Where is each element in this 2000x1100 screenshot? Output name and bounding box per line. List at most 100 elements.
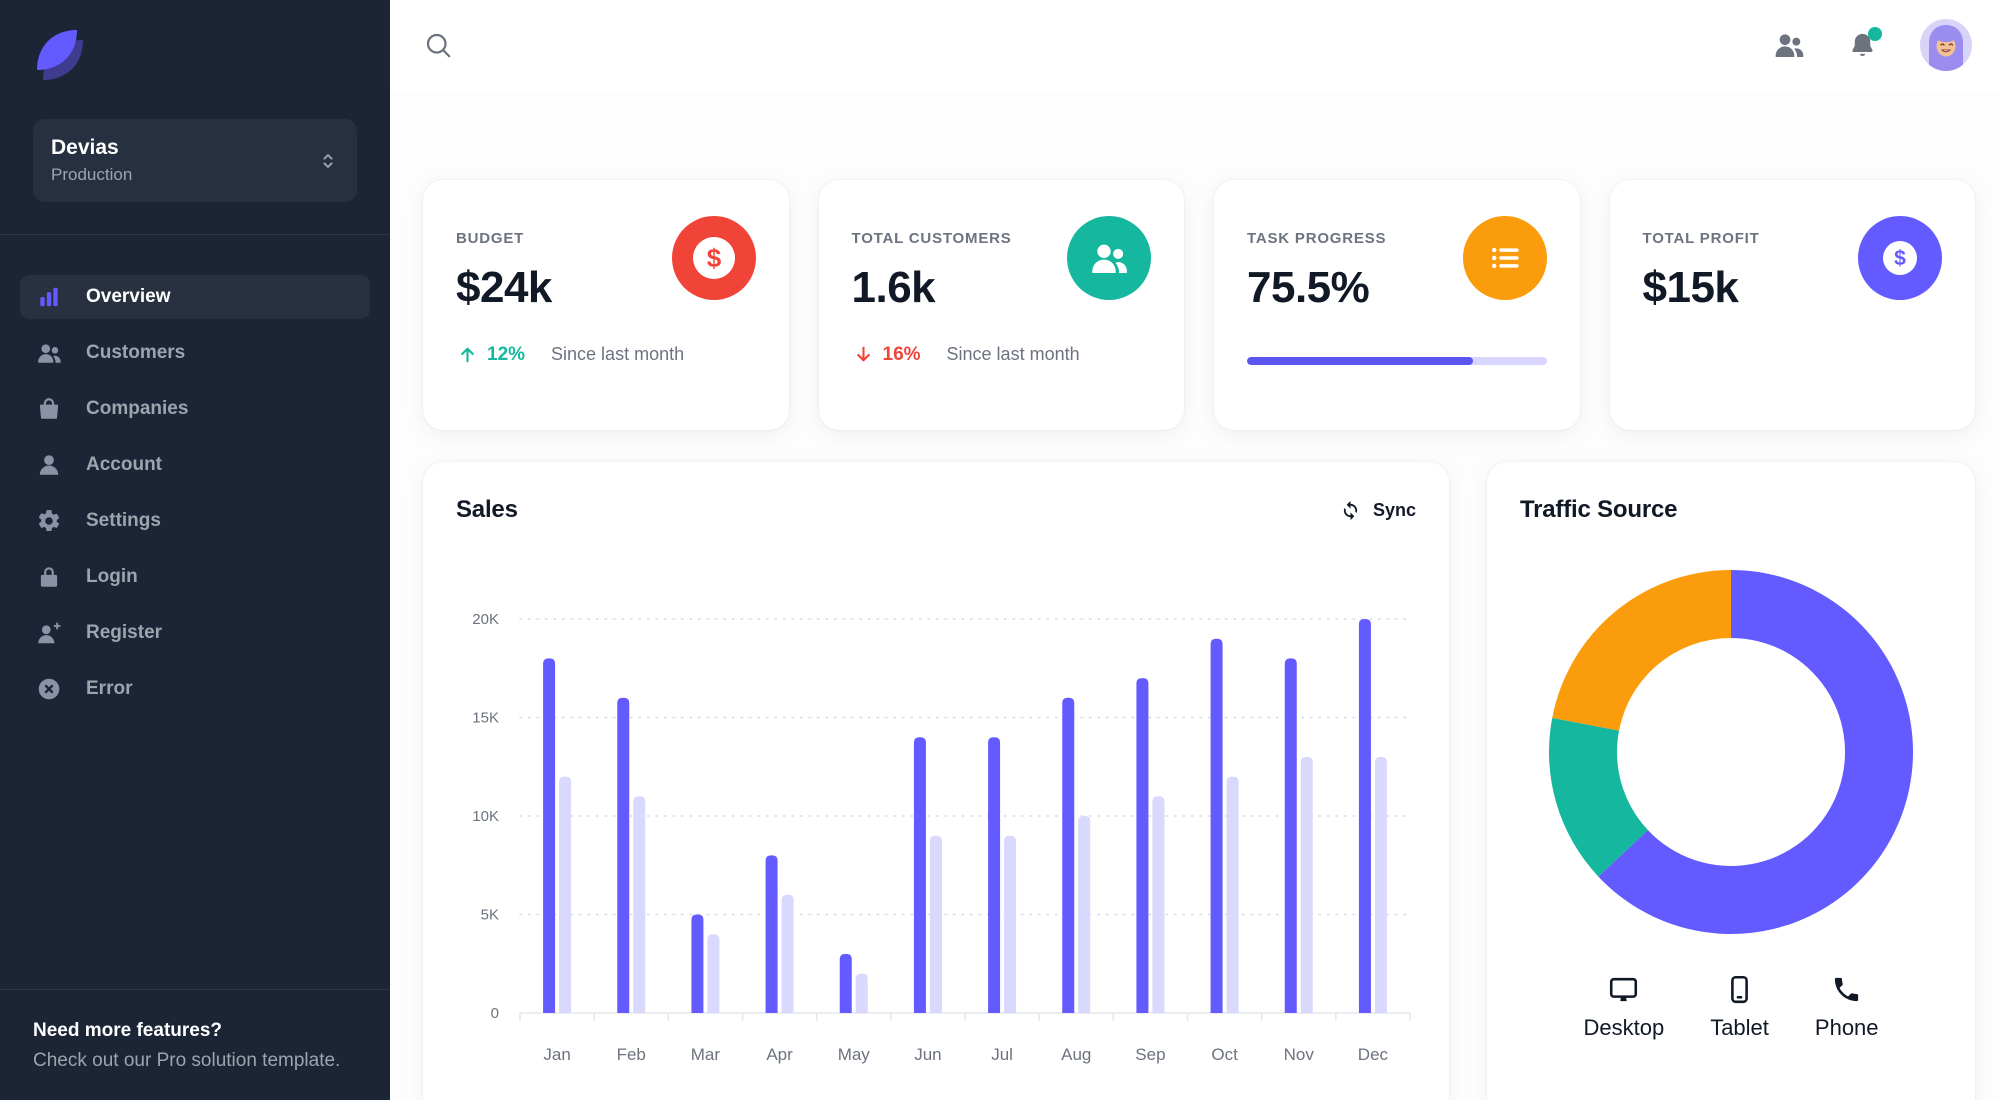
total-customers-card: TOTAL CUSTOMERS 1.6k 16% Since last mont…: [818, 180, 1184, 430]
sales-card: Sales Sync 0 5K 10K 15K 20K Jan Feb Mar Apr May Ju…: [423, 462, 1449, 1100]
device-tablet: Tablet: [1710, 974, 1769, 1041]
dollar-icon: $: [1883, 241, 1917, 275]
total-profit-card: TOTAL PROFIT $15k $: [1609, 180, 1975, 430]
sidebar-item-label: Account: [86, 454, 162, 475]
sidebar-divider: [0, 234, 390, 235]
sidebar-item-label: Companies: [86, 398, 189, 419]
sidebar-item-register[interactable]: Register: [20, 611, 370, 655]
shopping-bag-icon: [36, 396, 62, 422]
sales-bar-chart: 0 5K 10K 15K 20K Jan Feb Mar Apr May Jun Jul Aug Sep O…: [472, 611, 1411, 1064]
tablet-icon: [1724, 974, 1755, 1005]
svg-text:$: $: [1894, 247, 1906, 270]
sidebar-item-overview[interactable]: Overview: [20, 275, 370, 319]
notification-badge-dot: [1868, 26, 1882, 41]
svg-text:May: May: [838, 1045, 871, 1064]
devices-legend: Desktop Tablet: [1487, 974, 1975, 1041]
svg-text:Mar: Mar: [691, 1045, 721, 1064]
arrow-down-icon: [852, 343, 875, 366]
svg-text:Dec: Dec: [1358, 1045, 1389, 1064]
svg-text:Nov: Nov: [1284, 1045, 1315, 1064]
svg-text:Jul: Jul: [991, 1045, 1013, 1064]
budget-value: $24k: [456, 263, 552, 312]
sidebar-item-label: Error: [86, 678, 133, 699]
traffic-donut-chart: [1549, 570, 1913, 934]
sales-title: Sales: [456, 496, 518, 523]
contacts-button[interactable]: [1773, 29, 1805, 61]
user-avatar[interactable]: [1920, 19, 1972, 71]
sidebar-item-error[interactable]: Error: [20, 667, 370, 711]
users-icon: [1773, 29, 1805, 61]
svg-text:Apr: Apr: [766, 1045, 793, 1064]
sidebar-item-account[interactable]: Account: [20, 443, 370, 487]
list-icon: [1491, 247, 1519, 269]
sidebar-item-companies[interactable]: Companies: [20, 387, 370, 431]
budget-trend: 12% Since last month: [456, 343, 756, 366]
sidebar-item-customers[interactable]: Customers: [20, 331, 370, 375]
dashboard-content: BUDGET $24k 12% Since last month $: [390, 90, 2000, 1100]
users-icon: [1092, 244, 1127, 273]
svg-text:0: 0: [491, 1005, 499, 1022]
search-icon: [423, 30, 453, 60]
main-area: BUDGET $24k 12% Since last month $: [390, 0, 2000, 1100]
phone-icon: [1831, 974, 1862, 1005]
budget-trend-caption: Since last month: [551, 344, 685, 364]
profit-label: TOTAL PROFIT: [1642, 230, 1760, 247]
desktop-icon: [1608, 974, 1639, 1005]
customers-icon-badge: [1067, 216, 1151, 300]
svg-text:Jun: Jun: [914, 1045, 941, 1064]
svg-text:15K: 15K: [472, 710, 499, 727]
budget-label: BUDGET: [456, 230, 525, 247]
budget-trend-value: 12%: [487, 343, 526, 365]
chart-bar-icon: [36, 284, 62, 310]
svg-text:Oct: Oct: [1211, 1045, 1238, 1064]
lock-icon: [36, 564, 62, 590]
task-icon-badge: [1462, 216, 1547, 300]
workspace-selector[interactable]: Devias Production: [33, 119, 357, 202]
sidebar: Devias Production Overview: [0, 0, 390, 1100]
notifications-button[interactable]: [1847, 26, 1882, 61]
task-progress-card: TASK PROGRESS 75.5%: [1214, 180, 1580, 430]
customers-trend: 16% Since last month: [852, 343, 1152, 366]
users-icon: [36, 340, 62, 366]
sync-icon: [1339, 499, 1362, 522]
svg-text:$: $: [706, 243, 721, 273]
svg-text:20K: 20K: [472, 611, 499, 628]
sidebar-item-login[interactable]: Login: [20, 555, 370, 599]
gear-icon: [36, 508, 62, 534]
workspace-environment: Production: [51, 165, 133, 184]
traffic-title: Traffic Source: [1520, 496, 1678, 523]
arrow-up-icon: [456, 343, 479, 366]
customers-label: TOTAL CUSTOMERS: [851, 230, 1012, 247]
search-button[interactable]: [423, 30, 453, 60]
sidebar-item-label: Overview: [86, 286, 171, 307]
sidebar-item-label: Login: [86, 566, 138, 587]
customers-trend-value: 16%: [882, 343, 921, 365]
user-icon: [36, 452, 62, 478]
task-value: 75.5%: [1247, 263, 1370, 312]
device-tablet-label: Tablet: [1710, 1015, 1769, 1040]
charts-row: Sales Sync 0 5K 10K 15K 20K Jan Feb Mar Apr May Ju…: [423, 462, 1975, 1100]
devias-logo-icon: [37, 30, 83, 80]
svg-text:Sep: Sep: [1135, 1045, 1165, 1064]
task-progress-bar: [1247, 357, 1547, 365]
device-desktop-label: Desktop: [1583, 1015, 1665, 1040]
sync-button[interactable]: Sync: [1339, 499, 1416, 522]
avatar-image: [1920, 19, 1972, 71]
traffic-source-card: Traffic Source Desktop: [1487, 462, 1975, 1100]
topbar: [390, 0, 2000, 90]
profit-icon-badge: $: [1858, 216, 1942, 300]
workspace-name: Devias: [51, 136, 119, 159]
user-plus-icon: [36, 620, 62, 646]
logo[interactable]: [0, 0, 390, 85]
sidebar-nav: Overview Customers Companies: [0, 235, 390, 989]
budget-card: BUDGET $24k 12% Since last month $: [423, 180, 789, 430]
sidebar-item-settings[interactable]: Settings: [20, 499, 370, 543]
stats-row: BUDGET $24k 12% Since last month $: [423, 180, 1975, 430]
dollar-icon: $: [692, 237, 735, 279]
sidebar-item-label: Register: [86, 622, 163, 643]
svg-text:Jan: Jan: [543, 1045, 570, 1064]
footer-title: Need more features?: [33, 1020, 223, 1041]
svg-text:Aug: Aug: [1061, 1045, 1091, 1064]
svg-text:Feb: Feb: [617, 1045, 646, 1064]
footer-subtitle: Check out our Pro solution template.: [33, 1050, 341, 1071]
